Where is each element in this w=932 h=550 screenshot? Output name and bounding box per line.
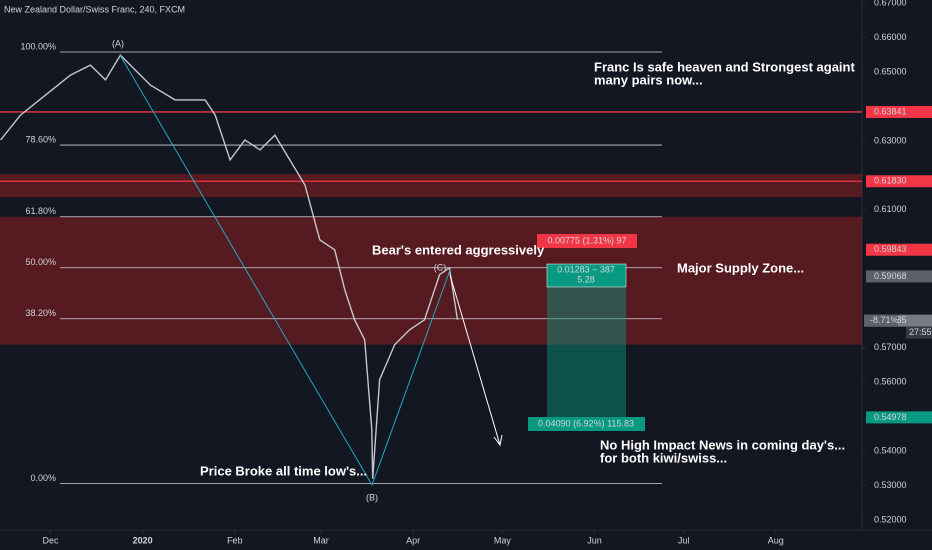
y-tick-label: 0.61000 <box>874 204 907 214</box>
annotation: Franc Is safe heaven and Strongest again… <box>594 59 855 74</box>
price-tag-label: 0.63841 <box>874 106 907 116</box>
profit-zone <box>547 287 626 420</box>
wave-label: (B) <box>366 492 378 502</box>
y-tick-label: 0.67000 <box>874 0 907 7</box>
price-tag <box>866 270 932 283</box>
annotation: Bear's entered aggressively <box>372 242 545 257</box>
target-label: 0.04090 (6.92%) 115.83 <box>538 418 634 428</box>
countdown-label: 27:55 <box>909 327 932 337</box>
entry-box <box>546 263 627 288</box>
x-tick-label: May <box>494 535 512 545</box>
fib-label: 100.00% <box>20 41 56 51</box>
x-tick-label: Jun <box>587 535 602 545</box>
y-tick-label: 0.63000 <box>874 135 907 145</box>
x-tick-label: Mar <box>313 535 329 545</box>
fib-label: 50.00% <box>25 257 56 267</box>
price-tag <box>866 105 932 118</box>
forecast-arrow <box>449 274 501 446</box>
y-tick-label: 0.57000 <box>874 342 907 352</box>
price-tag-label: 0.61830 <box>874 176 907 186</box>
y-tick-label: 0.52000 <box>874 514 907 524</box>
x-tick-label: 2020 <box>133 535 153 545</box>
price-tag <box>866 411 932 424</box>
price-tag-label: 0.59068 <box>874 271 907 281</box>
y-tick-label: 0.54000 <box>874 445 907 455</box>
entry-label: 5.28 <box>577 274 595 284</box>
change-box <box>864 314 898 327</box>
annotation: many pairs now... <box>594 72 703 87</box>
x-tick-label: Jul <box>678 535 690 545</box>
annotation: for both kiwi/swiss... <box>600 450 727 465</box>
price-tag-label: 0.59843 <box>874 244 907 254</box>
price-tag-label: 0.54978 <box>874 412 907 422</box>
change-label: -8.71% <box>870 315 899 325</box>
x-tick-label: Dec <box>43 535 60 545</box>
y-tick-label: 0.66000 <box>874 32 907 42</box>
arrow-head <box>493 434 503 447</box>
price-tag <box>866 243 932 256</box>
fib-label: 61.80% <box>25 206 56 216</box>
annotation: Major Supply Zone... <box>677 260 804 275</box>
countdown-box <box>906 326 932 339</box>
wave-label: (C) <box>434 262 447 272</box>
price-tag <box>866 175 932 188</box>
entry-label: 0.01283 ~ 387 <box>557 264 615 274</box>
annotation: Price Broke all time low's... <box>200 463 367 478</box>
y-tick-label: 0.53000 <box>874 480 907 490</box>
wave-line <box>119 54 451 487</box>
target-box <box>528 417 645 431</box>
fib-label: 38.20% <box>25 308 56 318</box>
x-tick-label: Feb <box>227 535 243 545</box>
fib-label: 78.60% <box>25 134 56 144</box>
y-tick-label: 0.65000 <box>874 66 907 76</box>
fib-label: 0.00% <box>30 473 56 483</box>
supply-zone <box>0 174 862 198</box>
price-line <box>0 53 459 479</box>
y-tick-label: 0.56000 <box>874 377 907 387</box>
wave-label: (A) <box>112 38 124 48</box>
loss-box <box>537 234 637 248</box>
annotation: No High Impact News in coming day's... <box>600 437 845 452</box>
x-tick-label: Aug <box>768 535 784 545</box>
loss-label: 0.00775 (1.31%) 97 <box>547 235 626 245</box>
chart-title: New Zealand Dollar/Swiss Franc, 240, FXC… <box>4 4 185 14</box>
supply-zone <box>0 216 862 345</box>
x-tick-label: Apr <box>406 535 420 545</box>
